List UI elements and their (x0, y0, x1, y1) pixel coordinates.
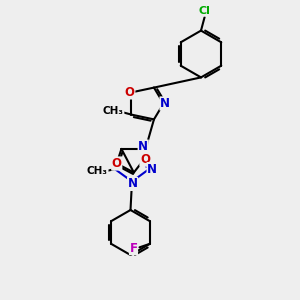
Text: Cl: Cl (199, 6, 211, 16)
Text: F: F (130, 242, 137, 255)
Text: O: O (125, 86, 135, 99)
Text: N: N (138, 140, 148, 153)
Text: CH₃: CH₃ (103, 106, 124, 116)
Text: N: N (160, 97, 170, 110)
Text: CH₃: CH₃ (87, 167, 108, 176)
Text: N: N (147, 163, 157, 176)
Text: O: O (140, 153, 150, 166)
Text: O: O (112, 157, 122, 170)
Text: N: N (128, 177, 138, 190)
